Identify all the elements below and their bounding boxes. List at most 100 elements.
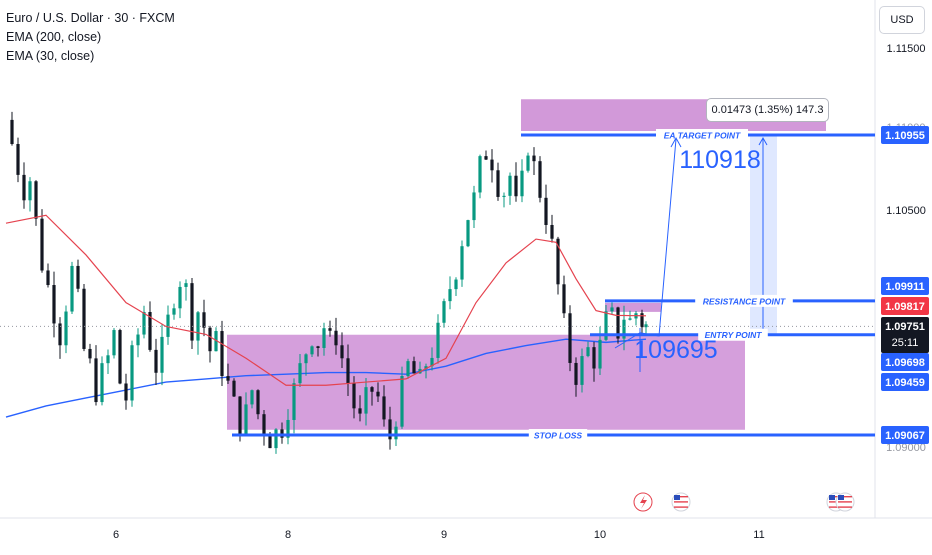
us-flag-event-icon[interactable]	[671, 492, 691, 512]
candle-body	[118, 330, 122, 384]
us-flag-event-icon-2[interactable]	[835, 492, 855, 512]
candle-body	[274, 429, 278, 449]
candle-body	[610, 307, 614, 312]
candle-body	[460, 246, 464, 280]
candle-body	[220, 331, 224, 377]
candle-body	[526, 155, 530, 171]
projection-arrowhead	[670, 136, 682, 148]
candle-body	[292, 383, 296, 420]
candle-body	[268, 434, 272, 449]
candle-body	[40, 218, 44, 271]
candle-body	[616, 307, 620, 339]
resistance-zone	[605, 302, 661, 312]
time-tick: 6	[113, 529, 119, 541]
ema30-price-tag-bg	[881, 297, 929, 315]
price-tick-partial: 1.09000	[886, 442, 926, 454]
candle-body	[286, 419, 290, 438]
candle-body	[322, 328, 326, 348]
candle-body	[142, 311, 146, 335]
symbol-title[interactable]: Euro / U.S. Dollar · 30 · FXCM	[6, 11, 175, 25]
candle-body	[448, 289, 452, 302]
candle-body	[202, 312, 206, 328]
stop-price-tag-bg	[881, 426, 929, 444]
time-tick: 10	[594, 529, 606, 541]
ema30-legend[interactable]: EMA (30, close)	[6, 49, 95, 63]
candle-body	[250, 390, 254, 405]
candle-body	[100, 363, 104, 403]
candle-body	[64, 311, 68, 346]
price-tick: 1.11500	[887, 43, 926, 55]
ema200-legend[interactable]: EMA (200, close)	[6, 30, 102, 44]
candle-body	[442, 301, 446, 323]
lightning-event-icon[interactable]	[633, 492, 653, 512]
entry-number: 109695	[634, 336, 717, 364]
candle-body	[334, 330, 338, 346]
target-label-bg	[656, 129, 748, 141]
projection-path	[614, 138, 677, 349]
candle-body	[340, 345, 344, 359]
candle-body	[502, 195, 506, 197]
candle-body	[430, 357, 434, 367]
candle-body	[508, 175, 512, 196]
candle-body	[184, 283, 188, 287]
candle-body	[604, 311, 608, 340]
candle-body	[400, 376, 404, 427]
candle-body	[10, 119, 14, 145]
candle-body	[112, 330, 116, 356]
stop-label-bg	[528, 429, 588, 441]
candle-body	[214, 331, 218, 352]
entry-price-tag-bg	[881, 353, 929, 371]
stop-label: STOP LOSS	[534, 431, 583, 441]
time-tick: 11	[753, 529, 764, 541]
last-price-tag-bg	[881, 317, 929, 353]
candle-body	[130, 345, 134, 401]
candle-body	[160, 336, 164, 373]
candle-body	[208, 327, 212, 352]
currency-button[interactable]: USD	[879, 6, 925, 34]
candle-body	[382, 396, 386, 420]
candle-body	[88, 348, 92, 359]
stop-price-tag: 1.09067	[885, 430, 925, 442]
candle-body	[328, 328, 332, 331]
candle-body	[592, 347, 596, 369]
candle-body	[304, 354, 308, 364]
candle-body	[454, 279, 458, 290]
candle-body	[238, 396, 242, 434]
candle-body	[496, 170, 500, 197]
ema30-price-tag: 1.09817	[885, 301, 925, 313]
candle-body	[82, 288, 86, 349]
candle-body	[574, 362, 578, 385]
candle-body	[406, 361, 410, 377]
candle-body	[70, 265, 74, 312]
time-tick: 8	[285, 529, 291, 541]
candle-body	[466, 220, 470, 247]
candle-body	[190, 283, 194, 341]
last-price-tag: 1.09751	[885, 321, 925, 333]
candle-body	[352, 383, 356, 409]
candle-body	[388, 419, 392, 440]
candle-body	[256, 390, 260, 415]
candle-body	[16, 144, 20, 175]
candle-body	[166, 314, 170, 337]
candle-body	[490, 159, 494, 171]
ema200-price-tag: 1.09459	[885, 377, 925, 389]
candle-body	[484, 156, 488, 160]
candle-body	[52, 285, 56, 324]
bar-countdown: 25:11	[892, 337, 919, 349]
candle-body	[580, 356, 584, 385]
candle-body	[544, 197, 548, 225]
measure-arrowhead	[758, 136, 768, 146]
candle-body	[424, 366, 428, 369]
target-label: EA TARGET POINT	[664, 131, 741, 141]
candle-body	[394, 426, 398, 440]
candle-body	[550, 224, 554, 239]
resistance-label: RESISTANCE POINT	[703, 296, 786, 306]
candle-body	[154, 349, 158, 373]
candle-body	[94, 358, 98, 403]
candle-body	[622, 319, 626, 339]
candle-body	[28, 181, 32, 201]
candle-body	[310, 346, 314, 355]
candle-body	[562, 284, 566, 314]
